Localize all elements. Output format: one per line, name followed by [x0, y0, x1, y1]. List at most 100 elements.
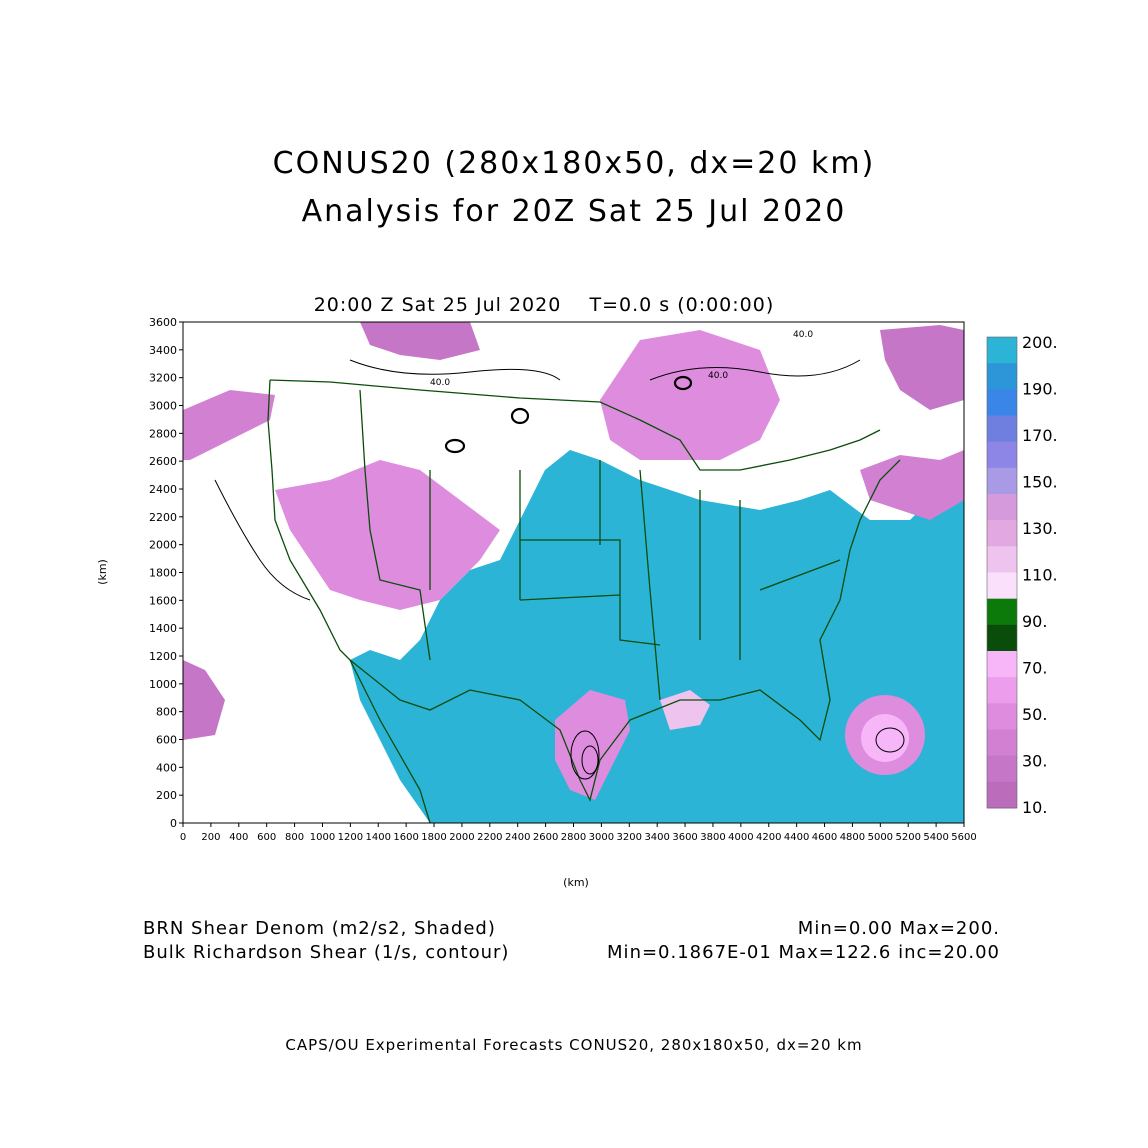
colorbar-swatch — [987, 755, 1017, 783]
x-tick-label: 4800 — [840, 832, 865, 843]
contour-ring — [510, 407, 530, 425]
y-tick-label: 2200 — [149, 511, 177, 524]
colorbar-swatch — [987, 677, 1017, 704]
contour-label: 40.0 — [430, 378, 450, 388]
y-tick-label: 3000 — [149, 400, 177, 413]
x-tick-label: 800 — [285, 832, 304, 843]
x-tick-label: 5600 — [951, 832, 976, 843]
colorbar-swatch — [987, 546, 1017, 573]
shaded-field-stats: Min=0.00 Max=200. — [797, 918, 1000, 939]
contour-ring — [875, 727, 905, 753]
y-tick-label: 1400 — [149, 622, 177, 635]
shear-lobe-pacific-northwest — [183, 390, 275, 460]
title-line-1: CONUS20 (280x180x50, dx=20 km) — [272, 146, 876, 181]
shear-lobe-northeast-canada — [880, 325, 964, 410]
colorbar-swatch — [987, 389, 1017, 416]
y-tick-label: 600 — [156, 734, 177, 747]
colorbar-swatch — [987, 337, 1017, 364]
us-coastline — [267, 379, 901, 802]
colorbar-label: 30. — [1022, 752, 1047, 771]
shear-lobe-pacific — [183, 660, 225, 740]
colorbar-label: 90. — [1022, 612, 1047, 631]
x-tick-label: 1800 — [421, 832, 446, 843]
contour-line — [214, 479, 311, 601]
colorbar-swatch — [987, 598, 1017, 626]
mexico-coast — [349, 659, 431, 823]
y-tick-label: 1000 — [149, 678, 177, 691]
shear-lobe-canada-north — [360, 322, 480, 360]
y-tick-label: 2800 — [149, 427, 177, 440]
shear-lobe-texas-coast — [555, 690, 630, 800]
contour-ring — [444, 438, 466, 454]
y-tick-label: 2400 — [149, 483, 177, 496]
y-tick-label: 2000 — [149, 539, 177, 552]
x-tick-label: 1400 — [366, 832, 391, 843]
x-tick-label: 2200 — [477, 832, 502, 843]
x-tick-label: 1200 — [338, 832, 363, 843]
y-tick-label: 400 — [156, 761, 177, 774]
x-tick-label: 2000 — [449, 832, 474, 843]
contour-field-label: Bulk Richardson Shear (1/s, contour) — [143, 942, 510, 963]
x-tick-label: 3600 — [672, 832, 697, 843]
contour-ring — [673, 375, 693, 391]
colorbar-label: 190. — [1022, 380, 1058, 399]
y-axis: 0 200 400 600 800 1000 1200 1400 1600 1800 2000 220… — [149, 316, 183, 830]
y-tick-label: 3200 — [149, 372, 177, 385]
x-tick-label: 3800 — [700, 832, 725, 843]
colorbar-label: 170. — [1022, 426, 1058, 445]
x-tick-label: 200 — [201, 832, 220, 843]
colorbar-label: 150. — [1022, 473, 1058, 492]
x-tick-label: 600 — [257, 832, 276, 843]
x-tick-label: 5000 — [868, 832, 893, 843]
x-tick-label: 4400 — [784, 832, 809, 843]
colorbar-label: 70. — [1022, 659, 1047, 678]
colorbar-label: 110. — [1022, 566, 1058, 585]
contour-ring — [581, 745, 599, 775]
contour-label: 40.0 — [793, 330, 813, 340]
x-tick-label: 0 — [180, 832, 186, 843]
colorbar-frame — [986, 336, 1018, 809]
x-tick-label: 3400 — [644, 832, 669, 843]
colorbar-swatch — [987, 494, 1017, 521]
x-tick-label: 3000 — [589, 832, 614, 843]
shear-lobe-great-lakes — [600, 330, 780, 460]
x-tick-label: 1000 — [310, 832, 335, 843]
x-tick-label: 2800 — [561, 832, 586, 843]
y-tick-label: 3400 — [149, 344, 177, 357]
colorbar-swatch — [987, 467, 1017, 495]
colorbar: 200. 190. 170. 150. 130. 110. 90. 70. 50. 30. 10. — [986, 333, 1058, 817]
y-tick-label: 1800 — [149, 567, 177, 580]
state-lines — [359, 389, 841, 701]
title-line-2: Analysis for 20Z Sat 25 Jul 2020 — [301, 194, 847, 229]
colorbar-swatch — [987, 363, 1017, 390]
x-tick-label: 2400 — [505, 832, 530, 843]
contour-ring — [570, 730, 600, 780]
colorbar-label: 10. — [1022, 798, 1047, 817]
colorbar-label: 200. — [1022, 333, 1058, 352]
x-tick-label: 400 — [229, 832, 248, 843]
colorbar-swatch — [987, 729, 1017, 757]
x-tick-label: 5200 — [895, 832, 920, 843]
shear-lobe-bahamas-core — [861, 714, 909, 762]
colorbar-label: 50. — [1022, 705, 1047, 724]
colorbar-swatch — [987, 624, 1017, 652]
x-tick-label: 4600 — [812, 832, 837, 843]
colorbar-swatch — [987, 703, 1017, 730]
y-tick-label: 1200 — [149, 650, 177, 663]
y-tick-label: 2600 — [149, 455, 177, 468]
x-axis: 0 200 400 600 800 1000 1200 1400 1600 1800 2000 220… — [180, 823, 977, 843]
contour-field-stats: Min=0.1867E-01 Max=122.6 inc=20.00 — [607, 942, 1000, 963]
time-step: T=0.0 s (0:00:00) — [589, 294, 775, 316]
y-axis-label: (km) — [96, 559, 109, 585]
shear-lobe-northeast — [860, 450, 964, 520]
valid-time: 20:00 Z Sat 25 Jul 2020 — [313, 294, 562, 316]
x-tick-label: 4200 — [756, 832, 781, 843]
contour-line — [349, 359, 561, 381]
colorbar-swatch — [987, 781, 1017, 809]
colorbar-swatch — [987, 651, 1017, 678]
colorbar-swatch — [987, 441, 1017, 469]
us-canada-border — [269, 379, 881, 471]
x-tick-label: 1600 — [393, 832, 418, 843]
y-tick-label: 3600 — [149, 316, 177, 329]
